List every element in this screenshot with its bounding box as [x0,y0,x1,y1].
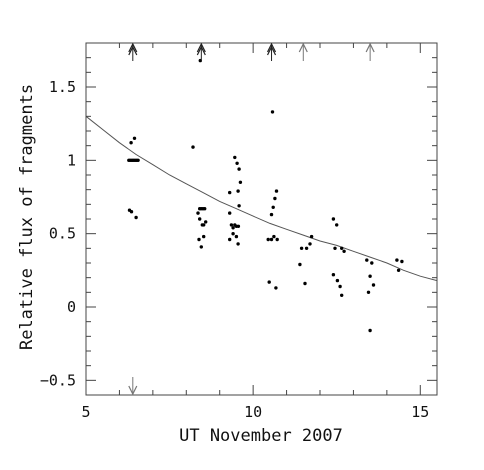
data-point [228,211,231,214]
data-point [191,145,194,148]
fit-curve [86,116,437,280]
data-point [231,232,234,235]
data-point [276,238,279,241]
data-point [332,273,335,276]
data-point [273,197,276,200]
data-point [340,294,343,297]
y-tick-label: 0.5 [49,225,76,243]
data-point [367,291,370,294]
y-axis-label: Relative flux of fragments [17,84,37,350]
data-point [197,238,200,241]
data-point [198,217,201,220]
data-point [305,247,308,250]
data-point [300,247,303,250]
data-point [340,247,343,250]
upper-limit-arrow [129,44,137,61]
data-point [308,242,311,245]
data-point [310,235,313,238]
data-point [395,258,398,261]
data-point [332,217,335,220]
data-point [333,247,336,250]
data-point [397,269,400,272]
data-point [272,235,275,238]
data-point [236,189,239,192]
y-tick-label: 0 [67,298,76,316]
data-points-layer [127,59,403,332]
upper-limit-arrow [299,44,307,61]
data-point [338,285,341,288]
upper-limit-arrow [197,44,205,61]
data-point [136,159,139,162]
data-point [202,235,205,238]
data-point [231,226,234,229]
data-point [236,242,239,245]
data-point [370,261,373,264]
data-point [272,206,275,209]
data-point [196,211,199,214]
axis-ticks-layer: 5 10 15 −0.5 0 0.5 1 1.5 [40,43,437,421]
data-point [342,250,345,253]
data-point [203,207,206,210]
data-point [129,141,132,144]
data-point [368,329,371,332]
data-point [239,181,242,184]
data-point [336,279,339,282]
data-point [204,220,207,223]
data-point [270,238,273,241]
plot-frame [86,43,437,395]
data-point [400,260,403,263]
data-point [133,137,136,140]
data-point [298,263,301,266]
data-point [200,245,203,248]
upper-limit-arrow [268,44,276,61]
data-point [335,223,338,226]
x-tick-label: 5 [81,403,90,421]
x-axis-label: UT November 2007 [179,426,343,446]
data-point [267,238,270,241]
data-point [275,189,278,192]
data-point [368,275,371,278]
data-point [268,280,271,283]
y-tick-label: −0.5 [40,371,76,389]
data-point [235,162,238,165]
arrow-markers-layer [129,44,374,394]
x-tick-label: 15 [411,403,429,421]
fit-curve-layer [86,116,437,280]
data-point [237,204,240,207]
data-point [134,216,137,219]
data-point [270,213,273,216]
data-point [372,283,375,286]
y-tick-label: 1.5 [49,78,76,96]
lower-limit-arrow [129,377,137,394]
data-point [228,238,231,241]
data-point [303,282,306,285]
data-point [271,110,274,113]
data-point [130,210,133,213]
x-tick-label: 10 [244,403,262,421]
plot-border [86,43,437,395]
data-point [237,225,240,228]
data-point [233,156,236,159]
data-point [274,286,277,289]
data-point [230,223,233,226]
data-point [235,235,238,238]
data-point [228,191,231,194]
data-point [237,167,240,170]
upper-limit-arrow [366,44,374,61]
data-point [365,258,368,261]
y-tick-label: 1 [67,151,76,169]
data-point [202,223,205,226]
